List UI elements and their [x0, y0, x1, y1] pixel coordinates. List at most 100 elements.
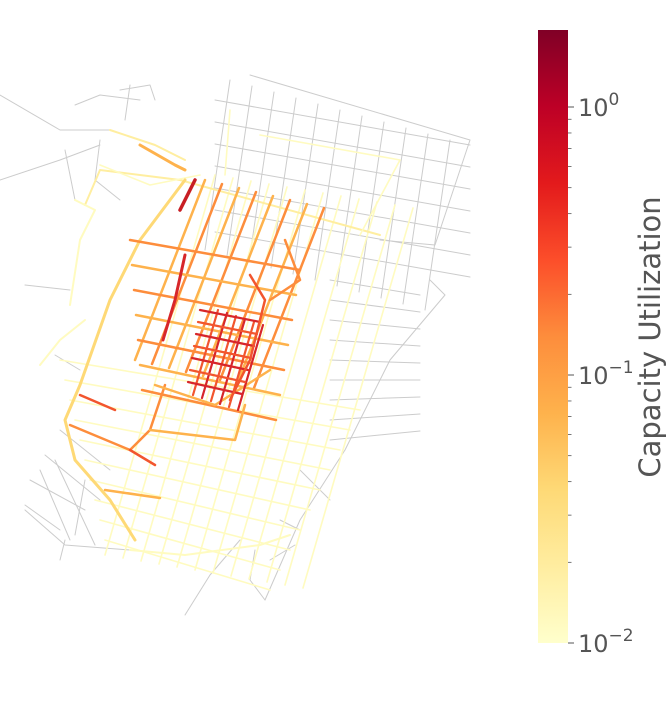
medium-utilization-road — [130, 263, 298, 297]
medium-utilization-roads — [63, 143, 326, 542]
unused-road — [214, 143, 471, 190]
low-utilization-road — [266, 201, 378, 583]
unused-road — [124, 84, 131, 121]
medium-utilization-road — [128, 448, 157, 467]
unused-road — [329, 413, 421, 421]
unused-road — [249, 74, 471, 246]
low-utilization-road — [74, 419, 331, 471]
high-utilization-road — [194, 332, 256, 348]
medium-utilization-road — [252, 206, 326, 390]
unused-road — [299, 469, 331, 501]
unused-road — [226, 85, 253, 257]
unused-road — [249, 549, 266, 601]
unused-road — [292, 103, 319, 275]
unused-road — [329, 396, 421, 401]
unused-road — [204, 79, 231, 251]
unused-road — [329, 430, 421, 441]
unused-road — [24, 504, 61, 531]
low-utilization-road — [39, 319, 86, 366]
unused-road — [54, 459, 96, 546]
medium-utilization-road — [268, 238, 302, 302]
unused-roads — [0, 74, 471, 616]
low-utilization-road — [284, 204, 396, 586]
unused-road — [214, 165, 471, 212]
low-utilization-road — [59, 359, 361, 411]
low-utilization-road — [176, 186, 288, 568]
unused-road — [329, 339, 421, 347]
low-utilization-road — [69, 199, 96, 306]
low-utilization-road — [302, 207, 414, 589]
medium-utilization-road — [235, 202, 309, 386]
low-utilization-road — [230, 195, 342, 577]
high-utilization-road — [236, 323, 265, 412]
high-utilization-road — [178, 178, 197, 212]
colorbar-tick-label: 10−1 — [578, 358, 634, 390]
low-utilization-road — [84, 459, 311, 511]
medium-utilization-road — [132, 288, 294, 322]
low-utilization-road — [104, 539, 271, 591]
unused-road — [64, 149, 76, 201]
unused-road — [248, 91, 275, 263]
high-utilization-roads — [161, 178, 267, 412]
unused-road — [0, 144, 101, 181]
unused-road — [39, 469, 71, 541]
colorbar-tick-label: 10−2 — [578, 626, 634, 658]
unused-road — [74, 94, 141, 106]
unused-road — [336, 115, 363, 287]
unused-road — [402, 133, 429, 305]
unused-road — [59, 539, 66, 561]
high-utilization-road — [161, 253, 187, 342]
high-utilization-road — [209, 314, 238, 403]
colorbar-ticks: 100 10−1 10−2 — [568, 90, 634, 658]
unused-road — [329, 359, 421, 364]
medium-utilization-road — [128, 238, 302, 272]
low-utilization-road — [99, 164, 201, 186]
medium-utilization-road — [140, 388, 278, 422]
medium-utilization-road — [148, 403, 247, 442]
high-utilization-road — [228, 273, 267, 402]
high-utilization-road — [190, 356, 250, 372]
high-utilization-road — [196, 320, 259, 336]
medium-utilization-road — [153, 368, 272, 407]
colorbar-label: Capacity Utilization — [633, 196, 667, 477]
medium-utilization-road — [201, 194, 275, 378]
unused-road — [314, 109, 341, 281]
medium-utilization-road — [133, 178, 207, 362]
low-utilization-road — [109, 129, 186, 161]
unused-road — [424, 139, 451, 311]
unused-road — [214, 209, 471, 256]
low-utilization-road — [89, 479, 301, 531]
low-utilization-road — [69, 399, 341, 451]
medium-utilization-road — [78, 393, 117, 412]
unused-road — [24, 284, 71, 291]
unused-road — [214, 187, 471, 234]
medium-utilization-road — [103, 488, 162, 500]
unused-road — [279, 519, 301, 531]
unused-road — [329, 319, 421, 330]
unused-road — [0, 94, 111, 131]
unused-road — [184, 539, 241, 616]
unused-road — [54, 354, 81, 371]
colorbar-gradient — [538, 30, 568, 643]
medium-utilization-road — [68, 383, 167, 452]
colorbar: 100 10−1 10−2 Capacity Utilization — [538, 30, 667, 658]
low-utilization-road — [84, 169, 381, 236]
low-utilization-road — [224, 109, 231, 176]
medium-utilization-road — [63, 178, 187, 542]
unused-road — [74, 479, 86, 536]
low-utilization-road — [94, 499, 291, 551]
unused-road — [44, 454, 101, 501]
unused-road — [24, 509, 131, 551]
low-utilization-road — [248, 198, 360, 580]
unused-road — [214, 99, 471, 146]
unused-road — [329, 299, 421, 313]
medium-utilization-road — [138, 363, 282, 397]
low-utilization-road — [79, 439, 321, 491]
medium-utilization-road — [138, 143, 187, 172]
low-utilization-road — [259, 134, 401, 236]
unused-road — [329, 279, 421, 296]
unused-road — [264, 449, 346, 601]
high-utilization-road — [192, 344, 253, 360]
low-utilization-road — [99, 519, 281, 571]
high-utilization-road — [188, 368, 247, 384]
